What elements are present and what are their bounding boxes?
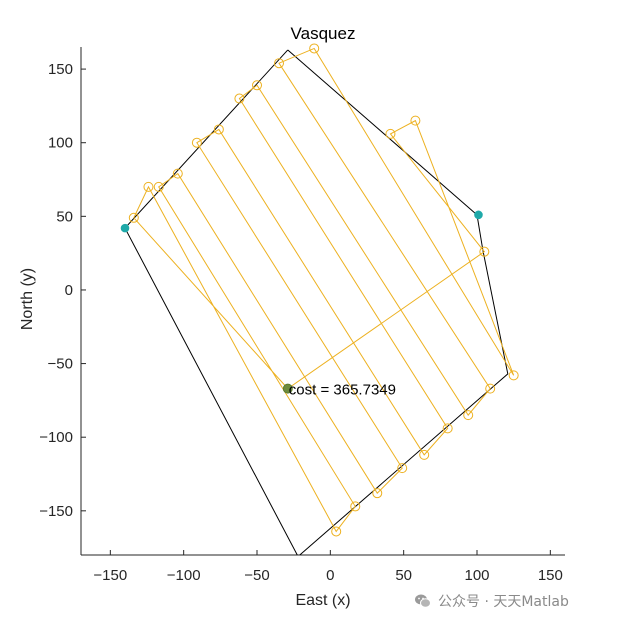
waypoint-marker (463, 410, 474, 421)
y-tick-label: 0 (65, 282, 73, 299)
y-axis-label: North (y) (19, 268, 36, 330)
y-tick-label: 100 (48, 135, 73, 152)
cost-annotation: cost = 365.7349 (289, 382, 396, 399)
waypoint-marker (479, 246, 490, 257)
x-tick-label: −150 (93, 567, 127, 584)
waypoint-marker (372, 488, 383, 499)
y-tick-label: −150 (39, 503, 73, 520)
waypoint-marker (128, 212, 139, 223)
boundary-layer (124, 49, 509, 555)
watermark: 公众号 · 天天Matlab (414, 590, 569, 612)
waypoint-marker (508, 370, 519, 381)
waypoint-marker (442, 423, 453, 434)
boundary-polygon (124, 49, 509, 555)
waypoint-marker (350, 501, 361, 512)
waypoint-marker (385, 128, 396, 139)
coverage-path (133, 47, 515, 533)
waypoint-marker (153, 181, 164, 192)
path-layer (133, 47, 515, 533)
x-tick-label: 100 (464, 567, 489, 584)
tick-layer: −150 −100 −50 0 50 100 150 −150 −100 −50 0 50 100 150 (39, 61, 563, 584)
waypoint-marker (397, 463, 408, 474)
waypoint-marker (274, 58, 284, 69)
x-tick-label: −50 (244, 567, 269, 584)
chart-title: Vasquez (291, 24, 356, 43)
waypoint-marker (419, 449, 430, 460)
waypoint-marker (485, 383, 496, 394)
watermark-text: 公众号 · 天天Matlab (438, 594, 569, 610)
home-point (282, 383, 293, 394)
x-tick-label: 150 (538, 567, 563, 584)
x-tick-label: 50 (395, 567, 412, 584)
waypoint-marker (410, 115, 421, 126)
marker-layer (120, 43, 519, 537)
waypoint-marker (331, 526, 342, 537)
waypoint-marker (309, 43, 320, 54)
waypoint-marker (213, 124, 224, 135)
x-tick-label: −100 (167, 567, 201, 584)
waypoint-marker (172, 168, 183, 179)
waypoint-marker (252, 80, 262, 91)
vertex-marker (120, 223, 130, 233)
x-tick-label: 0 (326, 567, 334, 584)
y-tick-label: 150 (48, 61, 73, 78)
waypoint-marker (143, 181, 154, 192)
waypoint-marker (191, 137, 202, 148)
y-tick-label: 50 (56, 208, 73, 225)
x-axis-label: East (x) (295, 592, 350, 609)
y-tick-label: −50 (48, 356, 73, 373)
vertex-marker (474, 210, 483, 220)
waypoint-marker (234, 93, 245, 104)
wechat-icon (415, 594, 431, 608)
y-tick-label: −100 (39, 429, 73, 446)
axes-box (80, 47, 565, 556)
